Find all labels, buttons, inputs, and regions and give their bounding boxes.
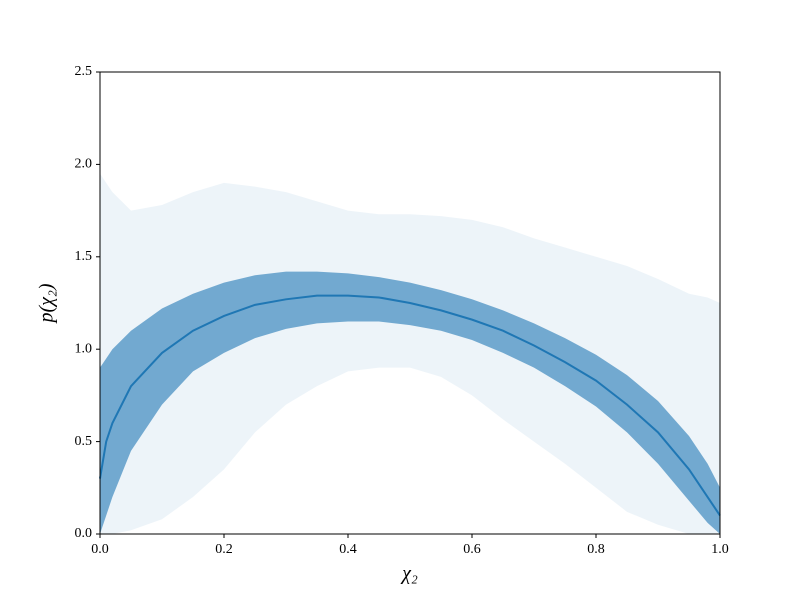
x-axis-label: χ₂ xyxy=(400,563,418,585)
y-tick-label: 2.0 xyxy=(75,157,93,172)
band xyxy=(100,271,720,534)
line xyxy=(99,294,721,517)
band xyxy=(100,173,720,534)
x-tick-label: 0.8 xyxy=(587,542,605,557)
x-tick-label: 0.4 xyxy=(339,542,357,557)
x-tick-label: 0.0 xyxy=(91,542,109,557)
y-tick-label: 1.0 xyxy=(75,341,93,356)
y-axis-label: p(χ₂) xyxy=(36,283,58,324)
x-tick-label: 0.2 xyxy=(215,542,233,557)
plot-frame xyxy=(99,71,721,535)
y-tick-label: 1.5 xyxy=(75,249,93,264)
x-tick-label: 0.6 xyxy=(463,542,481,557)
x-tick-label: 1.0 xyxy=(711,542,729,557)
y-tick-label: 0.0 xyxy=(75,526,93,541)
y-tick-label: 2.5 xyxy=(75,64,93,79)
y-tick-label: 0.5 xyxy=(75,434,93,449)
